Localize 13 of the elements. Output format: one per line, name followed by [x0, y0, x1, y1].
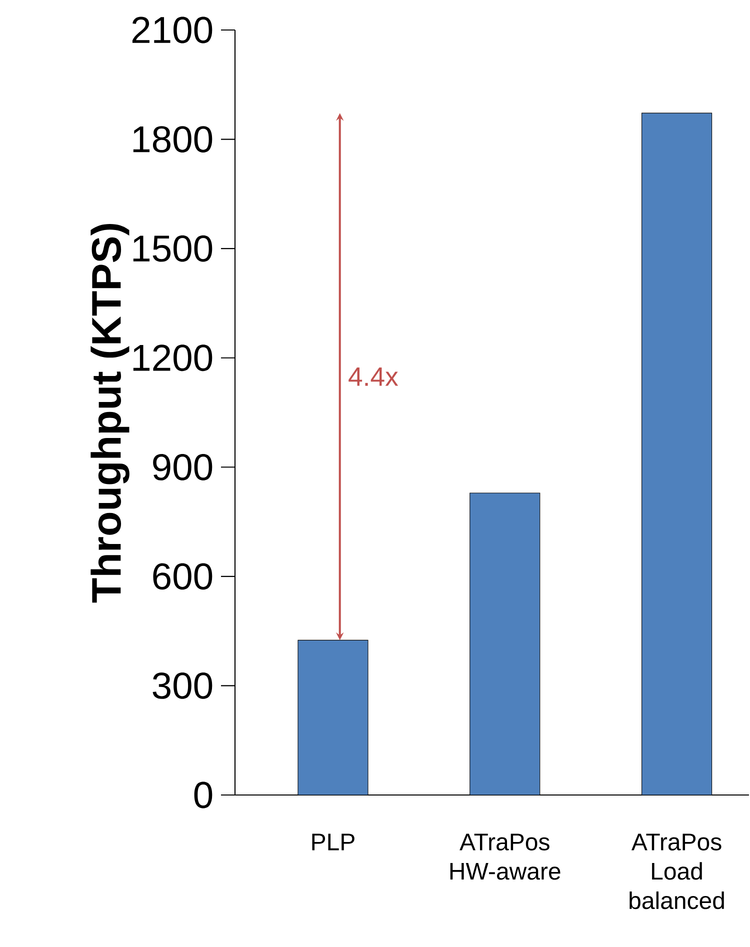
x-tick-label: ATraPos Load balanced [630, 834, 724, 910]
y-tick-label: 300 [152, 672, 212, 699]
y-axis-title: Throughput (KTPS) [90, 224, 130, 603]
y-tick-label: 600 [153, 563, 212, 590]
x-tick-label: PLP [312, 834, 355, 850]
y-tick-label: 1500 [134, 235, 212, 262]
y-tick-label: 900 [153, 454, 212, 480]
annotation: 4.4x [348, 367, 398, 386]
y-tick-label: 0 [194, 782, 212, 808]
y-tick-label: 1800 [134, 126, 212, 152]
x-tick-label: ATraPos HW-aware [450, 834, 560, 880]
y-tick-label: 2100 [132, 16, 212, 44]
y-tick-label: 1200 [134, 344, 212, 372]
